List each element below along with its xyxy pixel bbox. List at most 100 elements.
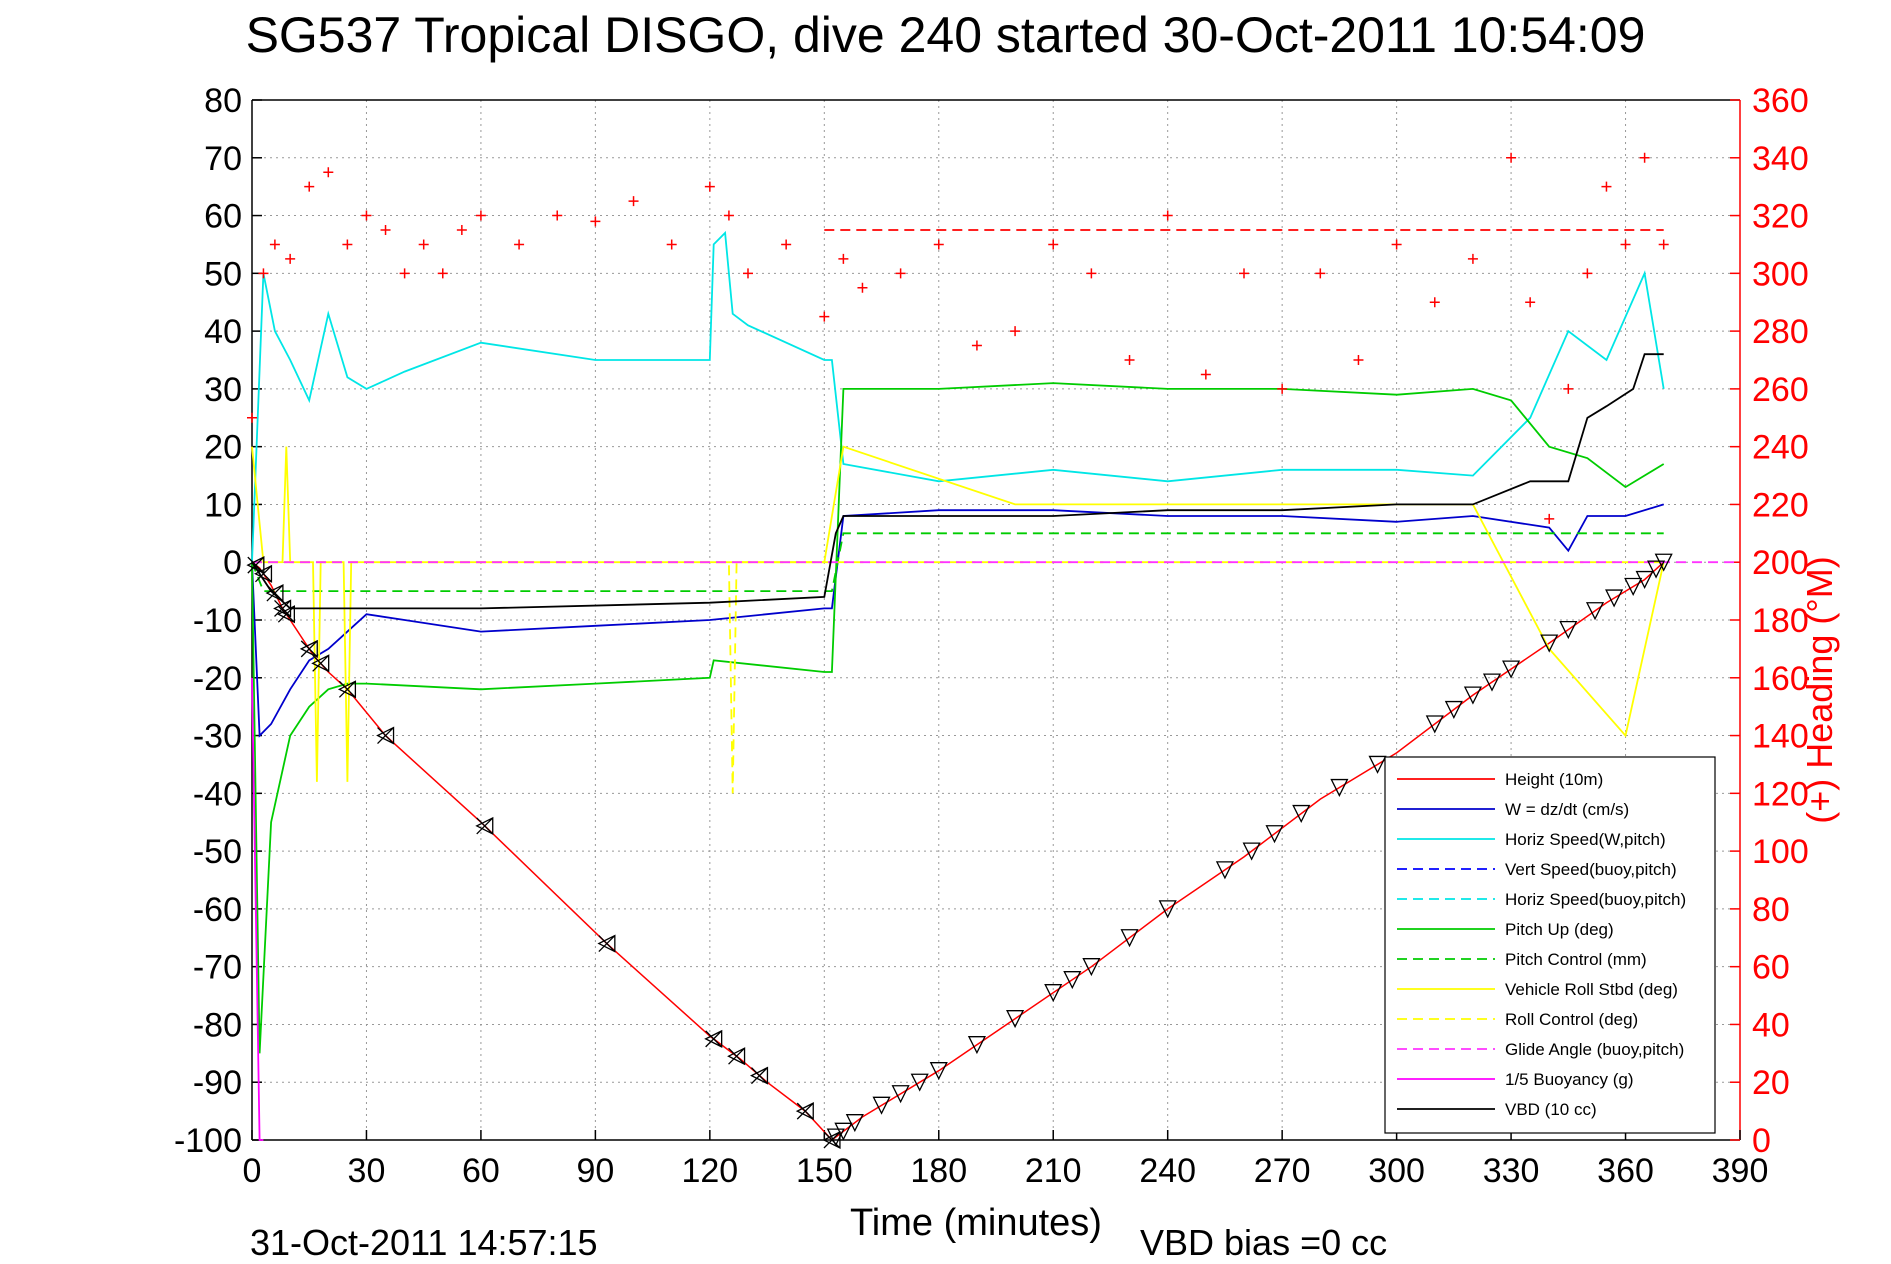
climb-marker bbox=[1605, 589, 1624, 608]
y-tick-label: 60 bbox=[204, 198, 242, 236]
y2-tick-label: 140 bbox=[1752, 718, 1809, 756]
heading-marker bbox=[456, 225, 467, 235]
x-tick-label: 270 bbox=[1254, 1152, 1311, 1190]
vbd-bias-label: VBD bias =0 cc bbox=[1140, 1222, 1388, 1263]
dive-marker bbox=[704, 1029, 723, 1048]
legend-label: Glide Angle (buoy,pitch) bbox=[1505, 1040, 1684, 1059]
heading-marker bbox=[1200, 369, 1211, 380]
heading-marker bbox=[1353, 355, 1364, 365]
x-tick-label: 210 bbox=[1025, 1152, 1082, 1190]
climb-marker bbox=[1242, 842, 1261, 861]
y2-tick-label: 240 bbox=[1752, 429, 1809, 467]
heading-marker bbox=[1124, 355, 1135, 365]
dive-marker bbox=[311, 654, 330, 673]
climb-marker bbox=[1158, 900, 1177, 919]
climb-marker bbox=[1624, 577, 1643, 596]
series-line-7 bbox=[251, 445, 1665, 782]
series-line-5 bbox=[251, 382, 1665, 1054]
heading-marker bbox=[1544, 513, 1555, 524]
dive-marker bbox=[299, 639, 318, 658]
heading-marker bbox=[723, 210, 734, 221]
y2-tick-label: 60 bbox=[1752, 949, 1790, 987]
series-line-8 bbox=[252, 561, 1664, 794]
heading-marker bbox=[838, 253, 849, 264]
x-tick-label: 120 bbox=[681, 1152, 738, 1190]
heading-marker bbox=[819, 311, 830, 322]
y-tick-label: 0 bbox=[223, 544, 242, 582]
x-tick-label: 240 bbox=[1139, 1152, 1196, 1190]
dive-marker bbox=[337, 680, 357, 699]
heading-marker bbox=[269, 239, 280, 250]
x-tick-label: 360 bbox=[1597, 1152, 1654, 1190]
climb-marker bbox=[845, 1114, 864, 1133]
x-tick-label: 30 bbox=[348, 1152, 386, 1190]
dive-marker bbox=[749, 1066, 769, 1085]
heading-marker bbox=[247, 412, 257, 423]
heading-marker bbox=[1010, 326, 1021, 337]
y2-tick-label: 80 bbox=[1752, 891, 1790, 929]
y2-tick-label: 40 bbox=[1752, 1006, 1790, 1044]
dive-marker bbox=[276, 605, 295, 624]
heading-marker bbox=[933, 239, 944, 250]
legend-label: VBD (10 cc) bbox=[1505, 1100, 1597, 1119]
heading-marker bbox=[971, 340, 982, 351]
y-tick-label: -30 bbox=[193, 718, 242, 756]
series-line-10 bbox=[251, 677, 264, 1141]
y2-tick-label: 340 bbox=[1752, 140, 1809, 178]
y2-tick-label: 320 bbox=[1752, 198, 1809, 236]
climb-marker bbox=[1647, 560, 1666, 579]
climb-marker bbox=[1044, 984, 1063, 1003]
y-tick-label: -70 bbox=[193, 949, 242, 987]
heading-marker bbox=[399, 268, 410, 279]
y-tick-label: 20 bbox=[204, 429, 242, 467]
y2-tick-label: 180 bbox=[1752, 602, 1809, 640]
y-tick-label: -90 bbox=[193, 1064, 242, 1102]
climb-marker bbox=[1330, 778, 1349, 798]
climb-marker bbox=[1368, 755, 1387, 774]
heading-marker bbox=[285, 253, 296, 264]
climb-marker bbox=[834, 1122, 853, 1141]
heading-marker bbox=[1277, 383, 1288, 394]
heading-marker bbox=[1467, 253, 1478, 264]
dive-marker bbox=[727, 1047, 746, 1066]
climb-marker bbox=[826, 1128, 845, 1147]
x-tick-label: 90 bbox=[576, 1152, 614, 1190]
y2-axis-label: (+) Heading (°M) bbox=[1799, 556, 1840, 824]
heading-marker bbox=[552, 210, 563, 221]
y-tick-label: -50 bbox=[193, 833, 242, 871]
climb-marker bbox=[967, 1036, 986, 1055]
heading-marker bbox=[1315, 268, 1326, 279]
legend-label: Height (10m) bbox=[1505, 770, 1603, 789]
y2-tick-label: 160 bbox=[1752, 660, 1809, 698]
heading-marker bbox=[1582, 268, 1593, 279]
heading-marker bbox=[1525, 297, 1536, 308]
heading-marker bbox=[475, 210, 486, 221]
climb-marker bbox=[929, 1062, 948, 1081]
y-tick-label: 70 bbox=[204, 140, 242, 178]
x-tick-label: 390 bbox=[1712, 1152, 1769, 1190]
y-tick-label: 40 bbox=[204, 313, 242, 351]
heading-marker bbox=[1506, 152, 1517, 163]
y-tick-label: 10 bbox=[204, 486, 242, 524]
legend-label: Horiz Speed(W,pitch) bbox=[1505, 830, 1666, 849]
legend-label: 1/5 Buoyancy (g) bbox=[1505, 1070, 1634, 1089]
y2-tick-label: 260 bbox=[1752, 371, 1809, 409]
climb-marker bbox=[1265, 825, 1284, 844]
climb-marker bbox=[1120, 929, 1139, 948]
climb-marker bbox=[1635, 570, 1654, 590]
climb-marker bbox=[1292, 804, 1311, 824]
x-tick-label: 180 bbox=[910, 1152, 967, 1190]
heading-marker bbox=[304, 181, 315, 192]
y-tick-label: -80 bbox=[193, 1006, 242, 1044]
climb-marker bbox=[1585, 602, 1605, 621]
climb-marker bbox=[1540, 634, 1559, 653]
climb-marker bbox=[1502, 660, 1521, 679]
x-tick-label: 300 bbox=[1368, 1152, 1425, 1190]
x-tick-label: 330 bbox=[1483, 1152, 1540, 1190]
heading-marker bbox=[361, 210, 372, 221]
y2-tick-label: 100 bbox=[1752, 833, 1809, 871]
y-tick-label: -10 bbox=[193, 602, 242, 640]
legend-label: Vert Speed(buoy,pitch) bbox=[1505, 860, 1677, 879]
heading-marker bbox=[514, 239, 525, 250]
heading-marker bbox=[1048, 239, 1059, 250]
